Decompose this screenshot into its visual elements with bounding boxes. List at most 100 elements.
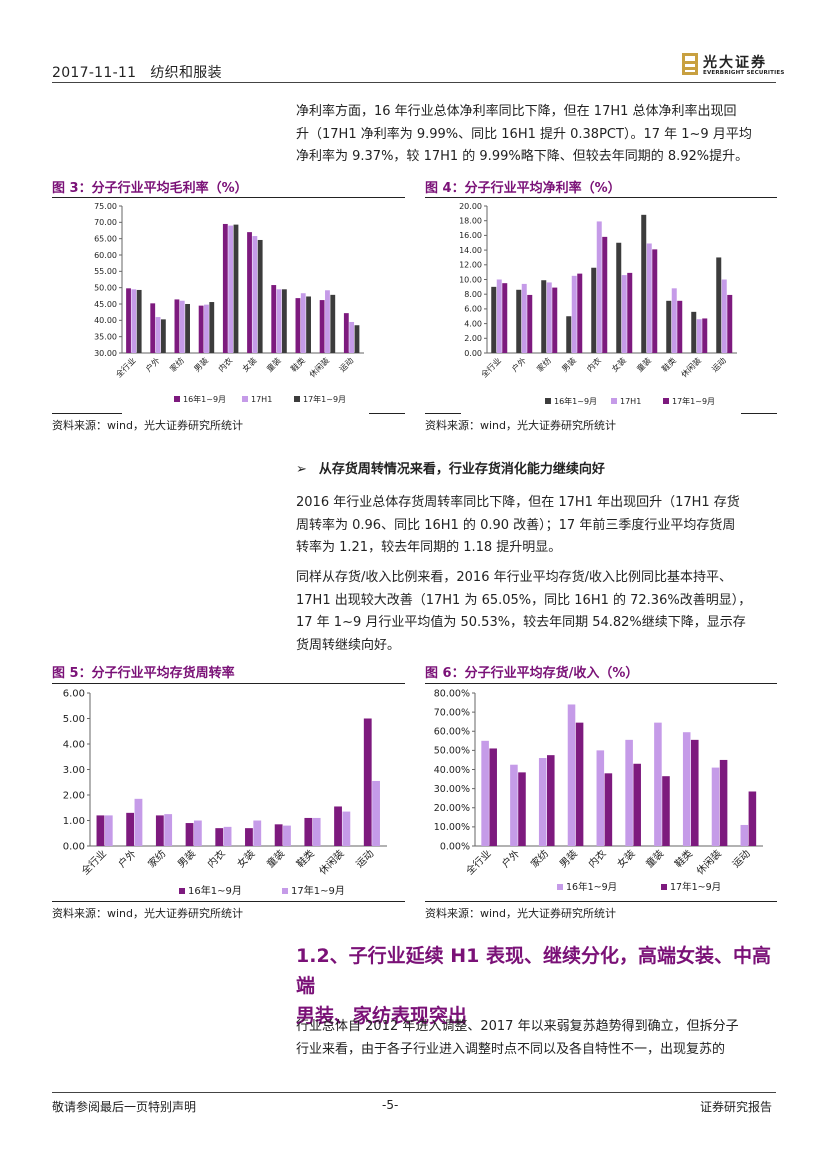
x-tick-label: 家纺: [535, 355, 553, 373]
x-tick-label: 内衣: [585, 847, 608, 870]
bar: [271, 285, 277, 353]
legend-swatch: [174, 396, 180, 402]
bar: [276, 289, 282, 353]
x-tick-label: 户外: [510, 355, 528, 373]
bar: [164, 814, 173, 846]
bullet-arrow-icon: ➢: [296, 462, 307, 477]
bar: [155, 317, 161, 353]
bar: [547, 755, 555, 846]
y-tick-label: 2.00: [464, 334, 482, 343]
y-tick-label: 30.00: [94, 349, 117, 358]
y-tick-label: 10.00%: [434, 822, 470, 833]
legend-swatch: [557, 884, 563, 890]
x-tick-label: 运动: [337, 355, 355, 373]
bar: [312, 817, 321, 846]
bar: [283, 825, 291, 846]
x-tick-label: 休闲装: [307, 355, 331, 379]
legend-swatch: [242, 396, 248, 402]
chart-gross-margin: 30.00 35.00 40.00 45.00 50.00 55.00 60.00 65.00…: [94, 202, 364, 404]
y-tick-label: 40.00: [94, 316, 117, 325]
bar: [691, 739, 699, 846]
bar: [134, 798, 143, 846]
figure-rule: [52, 413, 122, 414]
text-line: 升（17H1 净利率为 9.99%、同比 16H1 提升 0.38PCT）。17…: [296, 126, 752, 142]
y-tick-label: 14.00: [459, 246, 482, 255]
bar: [372, 780, 380, 846]
y-tick-label: 12.00: [459, 261, 482, 270]
page-number: -5-: [382, 1098, 399, 1112]
y-tick-label: 18.00: [459, 217, 482, 226]
y-tick-label: 8.00: [464, 290, 482, 299]
bar: [546, 282, 552, 353]
x-tick-label: 童装: [264, 847, 287, 870]
bar: [245, 828, 253, 846]
bar: [96, 815, 105, 846]
bar: [538, 758, 547, 846]
bar: [174, 299, 180, 353]
x-tick-label: 休闲装: [694, 847, 724, 877]
bar: [342, 811, 351, 846]
bar: [616, 242, 622, 353]
bar: [126, 812, 135, 846]
bar: [334, 806, 342, 846]
bar: [696, 319, 702, 353]
x-tick-label: 男装: [557, 847, 580, 870]
bar: [155, 815, 164, 846]
bar: [185, 823, 194, 846]
y-tick-label: 60.00%: [434, 727, 470, 738]
legend-swatch: [179, 888, 185, 894]
bar: [654, 722, 662, 846]
bar: [596, 221, 602, 353]
x-tick-label: 鞋类: [660, 355, 678, 373]
chart-inventory-revenue: 0.00% 10.00% 20.00% 30.00% 40.00% 50.00% 60.00…: [434, 688, 763, 893]
x-tick-label: 内衣: [216, 355, 234, 373]
legend-label: 17H1: [620, 397, 641, 406]
legend-swatch: [611, 398, 617, 404]
bar: [721, 279, 727, 353]
x-tick-label: 户外: [499, 847, 522, 870]
legend-label: 17年1~9月: [672, 396, 715, 406]
bullet-heading: ➢ 从存货周转情况来看，行业存货消化能力继续向好: [296, 458, 605, 477]
x-tick-label: 鞋类: [672, 847, 695, 870]
bar: [104, 815, 113, 846]
bar: [319, 300, 325, 353]
y-tick-label: 0.00: [464, 349, 482, 358]
x-tick-label: 女装: [234, 847, 257, 870]
bar: [566, 316, 572, 353]
x-tick-label: 运动: [354, 848, 377, 871]
bar: [343, 313, 349, 353]
bar: [621, 275, 627, 353]
bar: [363, 718, 372, 846]
y-tick-label: 1.00: [63, 816, 85, 827]
legend-label: 16年1~9月: [554, 396, 597, 406]
figure-rule: [369, 413, 405, 414]
y-tick-label: 5.00: [63, 714, 85, 725]
bar: [567, 704, 576, 846]
bar: [602, 236, 608, 353]
legend-label: 17年1~9月: [670, 881, 721, 893]
x-tick-label: 休闲装: [316, 847, 346, 877]
bar: [489, 748, 497, 846]
text-line: 17 年 1~9 月行业平均值为 50.53%，较去年同期 54.82%继续下降…: [296, 615, 746, 630]
bar: [510, 764, 518, 846]
bar: [215, 828, 224, 846]
paragraph-inventory-revenue: 同样从存货/收入比例来看，2016 年行业平均存货/收入比例同比基本持平、 17…: [296, 567, 778, 657]
bar: [198, 305, 204, 353]
bar: [516, 289, 522, 353]
y-tick-label: 10.00: [459, 275, 482, 284]
bar: [253, 820, 262, 846]
bar: [233, 224, 239, 353]
x-tick-label: 鞋类: [289, 355, 307, 373]
x-tick-label: 家纺: [168, 355, 186, 373]
bar: [222, 223, 228, 353]
x-tick-label: 内衣: [585, 355, 603, 373]
x-tick-label: 全行业: [479, 355, 503, 379]
bar: [633, 763, 641, 846]
bar: [204, 304, 209, 353]
x-tick-label: 童装: [643, 847, 666, 870]
bar: [281, 289, 287, 353]
y-tick-label: 35.00: [94, 332, 117, 341]
y-tick-label: 50.00%: [434, 746, 470, 757]
bar: [185, 304, 190, 353]
text-line: 行业总体自 2012 年进入调整、2017 年以来弱复苏趋势得到确立，但拆分子: [296, 1019, 739, 1034]
